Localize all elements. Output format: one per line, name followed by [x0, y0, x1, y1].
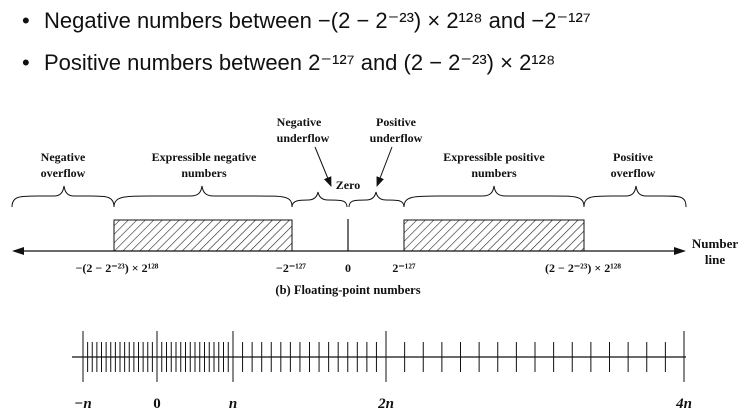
expressible-positive-label-2: numbers	[471, 166, 517, 180]
bullet-marker: •	[22, 8, 30, 33]
axis-label-1: Number	[692, 236, 738, 251]
bullet-negative-range: • Negative numbers between −(2 − 2⁻²³) × …	[22, 8, 591, 34]
region-labels: Negative overflow Expressible negative n…	[41, 115, 656, 192]
negative-overflow-label-2: overflow	[41, 166, 86, 180]
brace-negative-overflow	[11, 185, 115, 208]
tick-label-neg-min: −2⁻¹²⁷	[276, 261, 306, 275]
scale-label-4n: 4n	[675, 396, 692, 412]
zero-label: Zero	[336, 178, 360, 192]
scale-label-n: n	[229, 396, 237, 412]
positive-overflow-label-2: overflow	[611, 166, 656, 180]
positive-underflow-label-1: Positive	[376, 115, 417, 129]
fixed-spacing-scale	[72, 331, 686, 382]
scale-label-neg-n: −n	[74, 396, 91, 412]
negative-underflow-pointer	[314, 146, 332, 187]
tick-label-pos-min: 2⁻¹²⁷	[392, 261, 416, 275]
region-braces	[11, 185, 687, 208]
positive-underflow-pointer	[376, 146, 393, 187]
axis-label-2: line	[705, 252, 725, 267]
tick-label-pos-max: (2 − 2⁻²³) × 2¹²⁸	[545, 261, 621, 275]
brace-positive-underflow	[348, 191, 405, 208]
expressible-negative-label-2: numbers	[181, 166, 227, 180]
number-line-left-arrowhead	[12, 247, 24, 255]
number-line-label: Number line	[692, 236, 738, 267]
negative-underflow-label-2: underflow	[277, 131, 330, 145]
expressible-positive-label-1: Expressible positive	[443, 150, 545, 164]
scale-label-2n: 2n	[377, 396, 394, 412]
positive-underflow-label-2: underflow	[370, 131, 423, 145]
brace-expressible-positive	[403, 185, 585, 208]
brace-negative-underflow	[291, 191, 348, 208]
expressible-positive-region	[403, 219, 585, 252]
negative-underflow-label-1: Negative	[277, 115, 322, 129]
scale-labels: −n 0 n 2n 4n	[74, 396, 692, 412]
scale-ticks	[82, 331, 685, 382]
number-line-tick-labels: −(2 − 2⁻²³) × 2¹²⁸ −2⁻¹²⁷ 0 2⁻¹²⁷ (2 − 2…	[76, 261, 622, 275]
tick-label-neg-max: −(2 − 2⁻²³) × 2¹²⁸	[76, 261, 159, 275]
negative-overflow-label-1: Negative	[41, 150, 86, 164]
bullet-marker: •	[22, 50, 30, 75]
positive-overflow-label-1: Positive	[613, 150, 654, 164]
brace-expressible-negative	[113, 185, 293, 208]
figure-caption: (b) Floating-point numbers	[275, 283, 420, 297]
expressible-negative-region	[113, 219, 293, 252]
brace-positive-overflow	[583, 185, 687, 208]
scale-label-zero: 0	[153, 396, 161, 412]
bullet-text: Negative numbers between −(2 − 2⁻²³) × 2…	[44, 8, 591, 33]
bullet-text: Positive numbers between 2⁻¹²⁷ and (2 − …	[44, 50, 556, 75]
number-line-right-arrowhead	[674, 247, 686, 255]
bullet-positive-range: • Positive numbers between 2⁻¹²⁷ and (2 −…	[22, 50, 555, 76]
tick-label-zero: 0	[345, 261, 351, 275]
expressible-negative-label-1: Expressible negative	[152, 150, 257, 164]
